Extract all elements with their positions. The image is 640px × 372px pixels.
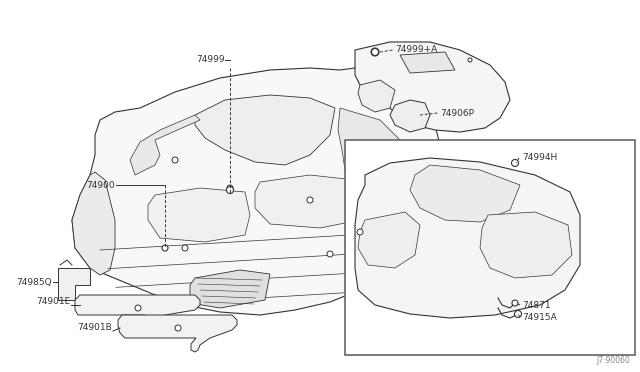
Circle shape — [227, 186, 234, 193]
Polygon shape — [72, 68, 440, 315]
Circle shape — [182, 245, 188, 251]
Circle shape — [175, 325, 181, 331]
Circle shape — [327, 251, 333, 257]
Circle shape — [135, 305, 141, 311]
Circle shape — [357, 229, 363, 235]
Text: 74999: 74999 — [196, 55, 225, 64]
Text: J7·90060: J7·90060 — [596, 356, 630, 365]
Circle shape — [162, 245, 168, 251]
Polygon shape — [148, 188, 250, 242]
Text: 74871: 74871 — [522, 301, 550, 310]
Polygon shape — [358, 212, 420, 268]
Polygon shape — [400, 52, 455, 73]
Polygon shape — [410, 165, 520, 222]
Polygon shape — [130, 115, 200, 175]
Text: 74900: 74900 — [86, 180, 115, 189]
Polygon shape — [358, 80, 395, 112]
Polygon shape — [355, 158, 580, 318]
Circle shape — [468, 58, 472, 62]
Text: 74901B: 74901B — [77, 324, 112, 333]
Polygon shape — [118, 315, 237, 352]
Polygon shape — [58, 268, 90, 300]
Circle shape — [515, 311, 522, 317]
Text: 74901E: 74901E — [36, 298, 70, 307]
Circle shape — [371, 48, 378, 55]
Polygon shape — [75, 295, 200, 330]
Polygon shape — [72, 172, 115, 275]
Text: 74906P: 74906P — [440, 109, 474, 118]
Text: 74985Q: 74985Q — [17, 278, 52, 286]
Polygon shape — [195, 95, 335, 165]
Polygon shape — [338, 108, 400, 188]
Text: 74999+A: 74999+A — [395, 45, 437, 55]
Polygon shape — [390, 100, 430, 132]
Text: 74915A: 74915A — [522, 312, 557, 321]
Bar — [345, 140, 635, 355]
Polygon shape — [190, 270, 270, 308]
Circle shape — [227, 185, 233, 191]
Text: 74994H: 74994H — [522, 154, 557, 163]
Circle shape — [172, 157, 178, 163]
Polygon shape — [355, 42, 510, 132]
Polygon shape — [255, 175, 365, 228]
Polygon shape — [480, 212, 572, 278]
Circle shape — [512, 300, 518, 306]
Circle shape — [307, 197, 313, 203]
Circle shape — [371, 48, 379, 56]
Circle shape — [511, 160, 518, 167]
